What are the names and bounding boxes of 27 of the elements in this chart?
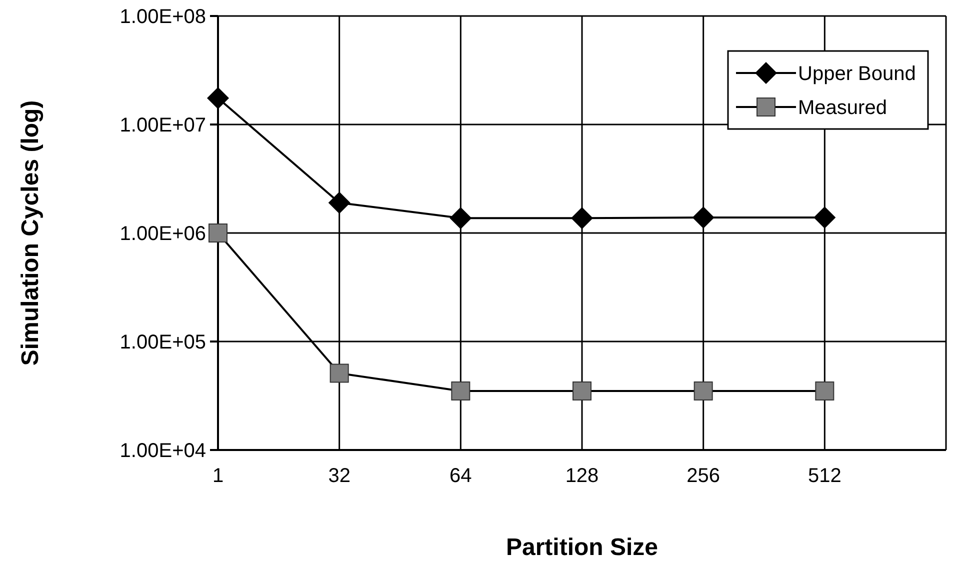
y-tick-label: 1.00E+08 <box>120 6 206 28</box>
point <box>694 381 713 400</box>
y-tick-label: 1.00E+04 <box>120 440 206 462</box>
x-tick-label: 256 <box>686 465 720 487</box>
y-tick-label: 1.00E+05 <box>120 332 206 354</box>
point <box>207 87 229 110</box>
x-tick-label: 64 <box>450 465 472 487</box>
point <box>815 381 834 400</box>
y-tick-label: 1.00E+06 <box>120 223 206 245</box>
x-tick-label: 128 <box>565 465 599 487</box>
y-axis-title: Simulation Cycles (log) <box>17 100 44 366</box>
point <box>208 224 228 242</box>
point <box>692 206 714 228</box>
legend-label: Upper Bound <box>798 63 916 85</box>
x-axis-title: Partition Size <box>506 534 658 561</box>
point <box>451 381 470 400</box>
x-tick-label: 512 <box>808 465 842 487</box>
point <box>814 206 836 228</box>
point <box>330 364 349 383</box>
x-tick-label: 32 <box>328 465 350 487</box>
y-tick-label: 1.00E+07 <box>120 114 206 136</box>
point <box>450 207 472 230</box>
x-tick-label: 1 <box>212 465 224 487</box>
point <box>328 192 350 214</box>
point <box>571 207 593 230</box>
point <box>572 381 592 400</box>
legend-label: Measured <box>798 97 887 119</box>
